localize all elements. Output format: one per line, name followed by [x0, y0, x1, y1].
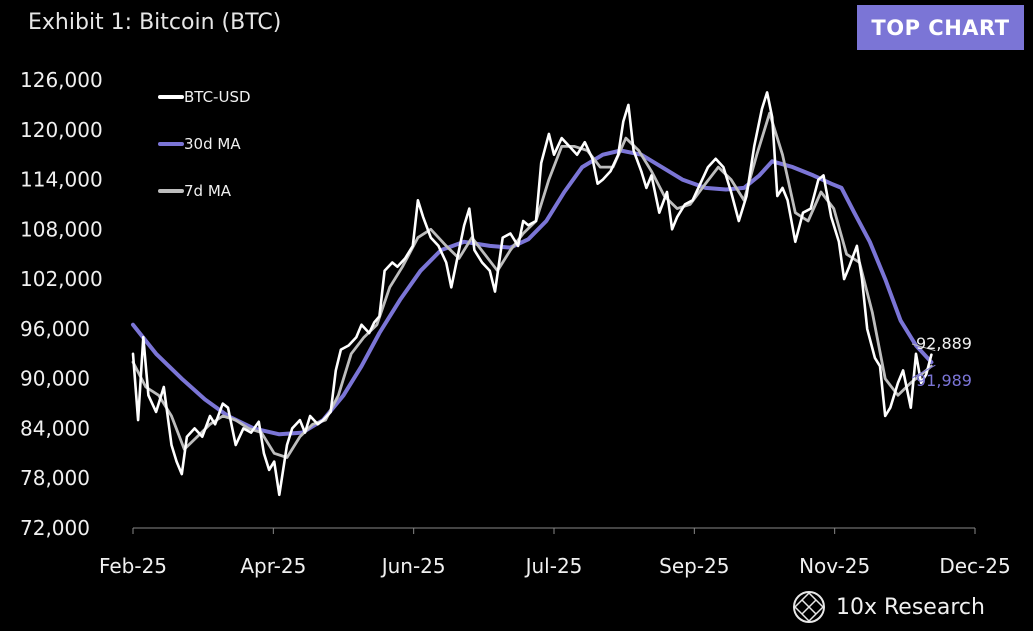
- y-tick-label: 108,000: [20, 217, 103, 241]
- end-labels: 92,889 91,989: [911, 334, 972, 390]
- series-line-btc-usd: [131, 91, 933, 497]
- y-tick-label: 96,000: [20, 317, 90, 341]
- ma30-leader-line: [911, 364, 936, 379]
- y-tick-label: 78,000: [20, 466, 90, 490]
- legend: BTC-USD 30d MA 7d MA: [158, 88, 251, 200]
- 10x-logo-icon: [793, 591, 825, 623]
- y-axis-ticks: 72,000 78,000 84,000 90,000 96,000 102,000 108…: [20, 68, 103, 540]
- x-tick-label: Jul-25: [524, 554, 583, 578]
- y-tick-label: 72,000: [20, 516, 90, 540]
- series-line-30d-ma: [131, 148, 934, 437]
- x-tick-label: Dec-25: [939, 554, 1010, 578]
- top-chart-badge: TOP CHART: [857, 5, 1024, 50]
- x-tick-label: Sep-25: [659, 554, 729, 578]
- btc-leader-line: [911, 343, 936, 352]
- legend-label: 7d MA: [184, 182, 232, 200]
- x-tick-label: Jun-25: [380, 554, 446, 578]
- y-tick-label: 114,000: [20, 168, 103, 192]
- x-tick-label: Nov-25: [799, 554, 870, 578]
- series-line-7d-ma: [131, 111, 933, 459]
- btc-end-label: 92,889: [916, 334, 972, 353]
- y-tick-label: 126,000: [20, 68, 103, 92]
- y-tick-label: 102,000: [20, 267, 103, 291]
- series-lines: [131, 91, 934, 497]
- legend-label: 30d MA: [184, 135, 241, 153]
- x-tick-label: Feb-25: [99, 554, 167, 578]
- brand-name: 10x Research: [836, 594, 985, 620]
- x-tick-label: Apr-25: [240, 554, 306, 578]
- y-tick-label: 90,000: [20, 367, 90, 391]
- y-tick-label: 120,000: [20, 118, 103, 142]
- brand-footer: 10x Research: [792, 590, 985, 624]
- legend-label: BTC-USD: [184, 88, 251, 106]
- x-axis: Feb-25 Apr-25 Jun-25 Jul-25 Sep-25 Nov-25 Dec-…: [99, 527, 1011, 578]
- chart-title: Exhibit 1: Bitcoin (BTC): [28, 10, 282, 35]
- ma30-end-label: 91,989: [916, 371, 972, 390]
- y-tick-label: 84,000: [20, 416, 90, 440]
